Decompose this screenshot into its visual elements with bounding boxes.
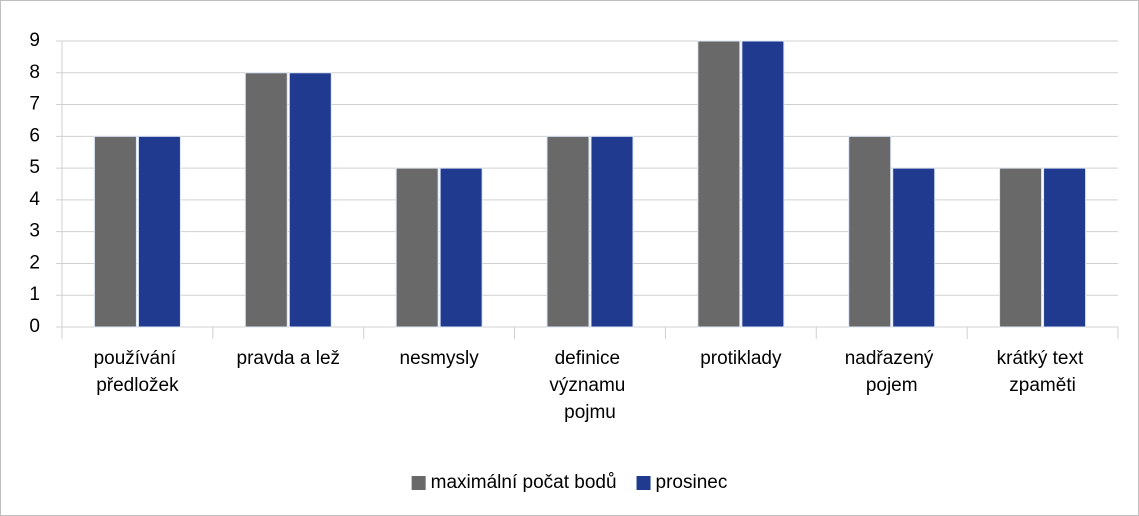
label-line: pojmu <box>564 402 616 423</box>
x-tick-label: protiklady <box>700 348 782 369</box>
bar <box>892 167 936 328</box>
bar <box>1043 167 1087 328</box>
bar <box>137 135 181 328</box>
bar <box>697 40 741 328</box>
label-line: předložek <box>96 375 179 396</box>
y-tick-label: 9 <box>29 30 40 51</box>
y-tick-label: 2 <box>29 252 40 273</box>
bar <box>395 167 439 328</box>
x-tick-label: definice významu pojmu <box>549 348 630 423</box>
x-tick-label: nesmysly <box>400 348 480 369</box>
legend-item: prosinec <box>636 472 728 493</box>
legend-label: maximální počat bodů <box>431 472 617 493</box>
legend-swatch <box>636 476 651 490</box>
bar <box>741 40 785 328</box>
x-tick-label: používání předložek <box>94 348 182 396</box>
bar <box>546 135 590 328</box>
x-tick-label: pravda a lež <box>237 348 341 369</box>
legend-item: maximální počat bodů <box>411 472 617 493</box>
y-tick-label: 3 <box>29 221 40 242</box>
label-line: pravda a lež <box>237 348 341 369</box>
y-tick-label: 7 <box>29 94 40 115</box>
legend-label: prosinec <box>656 472 728 493</box>
y-tick-label: 1 <box>29 284 40 305</box>
label-line: nadřazený <box>845 348 939 369</box>
label-line: nesmysly <box>400 348 480 369</box>
label-line: definice <box>555 348 626 369</box>
bar <box>999 167 1043 328</box>
label-line: zpaměti <box>1009 375 1076 396</box>
x-tick-label: krátký text zpaměti <box>997 348 1089 396</box>
bar <box>288 72 332 328</box>
label-line: protiklady <box>700 348 782 369</box>
bar <box>244 72 288 328</box>
bar <box>93 135 137 328</box>
x-tick-label: nadřazený pojem <box>845 348 939 396</box>
bar <box>590 135 634 328</box>
bar <box>439 167 483 328</box>
y-tick-label: 6 <box>29 125 40 146</box>
bar <box>848 135 892 328</box>
y-tick-label: 4 <box>29 189 40 210</box>
label-line: pojem <box>866 375 918 396</box>
label-line: významu <box>549 375 630 396</box>
legend-swatch <box>411 476 426 490</box>
label-line: krátký text <box>997 348 1089 369</box>
y-tick-label: 8 <box>29 62 40 83</box>
label-line: používání <box>94 348 182 369</box>
y-tick-label: 5 <box>29 157 40 178</box>
y-tick-label: 0 <box>29 316 40 337</box>
